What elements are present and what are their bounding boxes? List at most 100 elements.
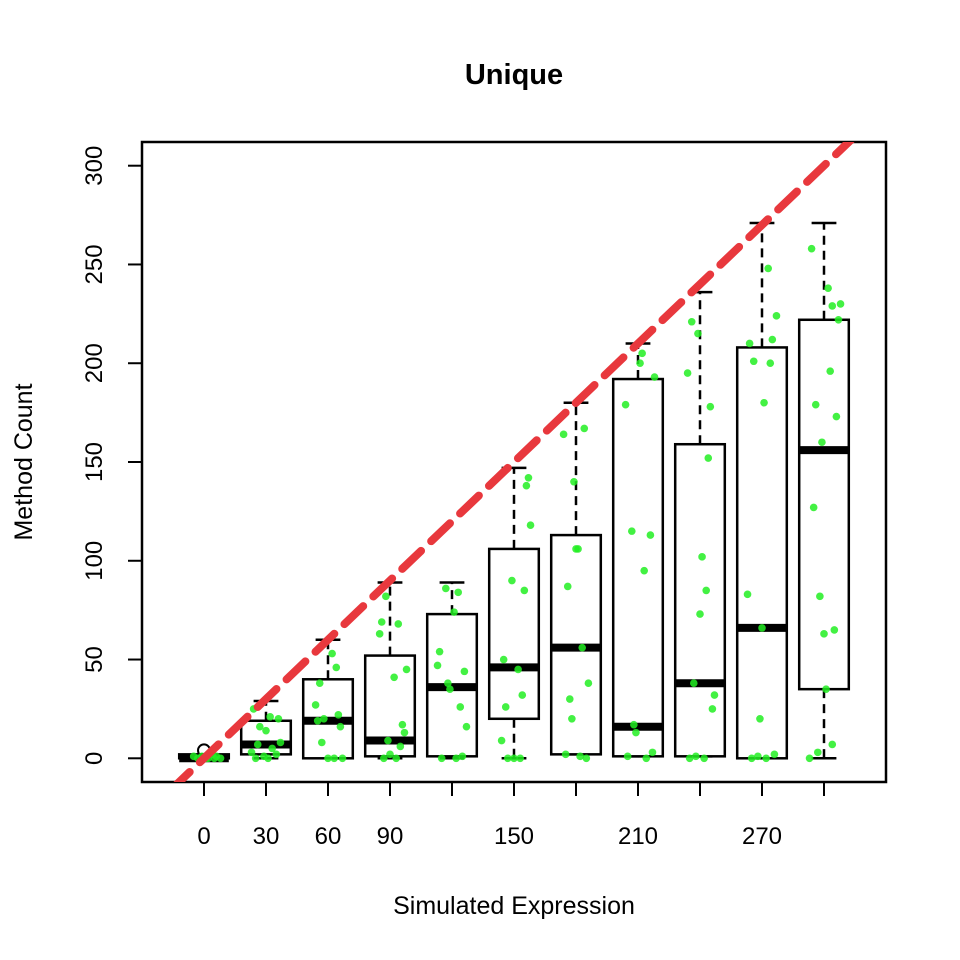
box-group [611, 342, 665, 758]
data-point [814, 748, 822, 757]
data-point [807, 244, 816, 253]
data-point [636, 359, 644, 368]
data-point [396, 742, 405, 751]
data-point [268, 744, 277, 753]
data-point [700, 754, 708, 763]
data-point [398, 720, 407, 729]
data-point [454, 588, 463, 597]
data-point [563, 582, 572, 591]
data-point [433, 661, 442, 670]
data-point [762, 754, 770, 763]
data-point [380, 754, 388, 763]
data-point [692, 752, 700, 761]
data-point [572, 545, 580, 553]
data-point [621, 400, 630, 409]
box-iqr [611, 377, 665, 758]
data-point [743, 590, 752, 599]
data-point [749, 357, 758, 366]
data-point [822, 685, 830, 693]
x-tick-label: 210 [618, 823, 658, 850]
data-point [809, 503, 818, 512]
chart-title: Unique [465, 59, 563, 91]
data-point [683, 369, 692, 377]
data-point [559, 430, 568, 439]
y-tick-label: 100 [81, 541, 108, 581]
data-point [377, 618, 386, 626]
data-point [392, 754, 401, 763]
data-point [764, 264, 772, 273]
x-tick-label: 60 [315, 823, 342, 850]
data-point [456, 703, 465, 711]
data-point [394, 620, 403, 628]
data-point [274, 714, 283, 723]
data-point [460, 667, 469, 676]
data-point [704, 454, 713, 462]
data-point [266, 713, 274, 721]
data-point [437, 754, 446, 763]
data-point [582, 754, 591, 763]
data-point [315, 679, 324, 688]
box-group [425, 581, 479, 760]
data-point [623, 752, 632, 761]
box-group [239, 699, 293, 760]
data-point [772, 312, 781, 320]
data-point [758, 624, 766, 632]
data-point [816, 592, 824, 601]
data-point [640, 566, 648, 575]
box-group [735, 221, 789, 760]
data-point [450, 608, 458, 616]
data-point [698, 553, 706, 561]
data-point [650, 373, 659, 381]
data-point [642, 754, 651, 763]
data-point [768, 335, 777, 344]
data-point [702, 586, 710, 595]
data-point [754, 752, 762, 761]
data-point [646, 531, 655, 539]
data-point [760, 398, 768, 407]
data-point [518, 691, 527, 699]
data-point [313, 716, 322, 725]
data-point [747, 754, 756, 763]
box-group [301, 638, 355, 760]
box-group [673, 290, 727, 758]
y-axis-label: Method Count [10, 383, 38, 540]
data-point [330, 754, 339, 763]
data-point [628, 527, 636, 535]
data-point [435, 647, 444, 656]
data-point [446, 685, 454, 693]
data-point [444, 679, 452, 688]
data-point [832, 412, 841, 421]
data-point [276, 738, 285, 747]
data-point [708, 705, 717, 713]
data-point [382, 592, 390, 601]
box-group [549, 401, 603, 756]
data-point [318, 738, 326, 747]
data-point [632, 728, 640, 737]
data-point [462, 722, 471, 731]
data-point [805, 754, 814, 763]
data-point [400, 728, 409, 737]
data-point [210, 754, 219, 763]
data-point [836, 300, 845, 308]
y-tick-label: 250 [81, 244, 108, 284]
data-point [687, 317, 696, 326]
data-points [189, 244, 845, 763]
data-point [526, 521, 535, 530]
data-point [818, 438, 826, 447]
data-point [826, 367, 834, 375]
data-point [561, 750, 570, 759]
data-point [685, 754, 694, 763]
x-tick-label: 270 [742, 823, 782, 850]
data-point [189, 752, 198, 761]
data-point [514, 665, 522, 674]
y-tick-label: 0 [81, 752, 108, 765]
data-point [324, 754, 332, 763]
data-point [828, 302, 837, 310]
data-point [630, 720, 638, 729]
box-group [487, 466, 541, 760]
data-point [272, 750, 281, 759]
x-tick-label: 90 [377, 823, 404, 850]
data-point [338, 754, 347, 763]
data-point [830, 626, 839, 634]
plot-area: 0 50 100 150 200 250 300 0 30 60 90 150 210 270 [81, 140, 888, 850]
